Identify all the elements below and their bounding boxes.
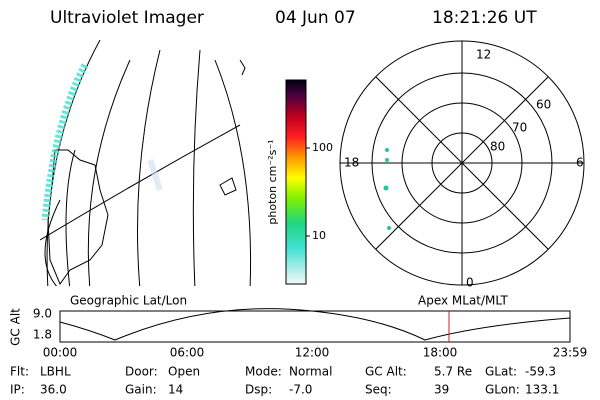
colorbar: 100 10 photon cm⁻²s⁻¹: [266, 79, 333, 285]
field-value: -59.3: [525, 365, 556, 379]
field-label: Dsp:: [245, 383, 272, 397]
timeline-x-tick: 12:00: [295, 346, 330, 360]
field-label: Flt:: [10, 365, 29, 379]
field-value: 133.1: [525, 383, 559, 397]
field-label: GC Alt:: [365, 365, 407, 379]
timeline-y-tick: 9.0: [33, 307, 52, 321]
colorbar-label: photon cm⁻²s⁻¹: [266, 139, 279, 224]
lat-label: 70: [512, 121, 527, 135]
field-value: 36.0: [40, 383, 67, 397]
field-value: LBHL: [40, 365, 71, 379]
time: 18:21:26 UT: [432, 8, 537, 28]
colorbar-scale: [285, 79, 307, 285]
timeline-x-tick: 18:00: [423, 346, 458, 360]
field-value: -7.0: [289, 383, 312, 397]
field-label: GLat:: [485, 365, 517, 379]
timeline-x-tick: 23:59: [553, 346, 588, 360]
mlt-label: 18: [344, 156, 359, 170]
timeline-x-tick: 06:00: [170, 346, 205, 360]
field-label: Mode:: [245, 365, 282, 379]
mlt-label: 0: [466, 276, 474, 290]
timeline-right-title: Apex MLat/MLT: [418, 294, 508, 308]
mlt-label: 12: [476, 48, 491, 62]
lat-label: 60: [536, 98, 551, 112]
date: 04 Jun 07: [275, 8, 356, 28]
timeline-y-tick: 1.8: [33, 328, 52, 342]
field-label: IP:: [10, 383, 25, 397]
field-label: Gain:: [125, 383, 157, 397]
timeline-left-title: Geographic Lat/Lon: [70, 294, 187, 308]
polar-panel: 12 18 6 0 60 70 80: [339, 40, 585, 290]
colorbar-tick: 100: [312, 141, 333, 154]
field-label: GLon:: [485, 383, 520, 397]
timeline: Geographic Lat/Lon Apex MLat/MLT GC Alt …: [9, 294, 588, 360]
field-value: 14: [168, 383, 183, 397]
footer: Flt: LBHL Door: Open Mode: Normal GC Alt: 5.7 R…: [10, 365, 559, 397]
title: Ultraviolet Imager: [50, 8, 204, 28]
field-label: Seq:: [365, 383, 392, 397]
colorbar-tick: 10: [312, 229, 326, 242]
polar-labels: 12 18 6 0 60 70 80: [344, 48, 584, 290]
map-panel: [40, 40, 252, 286]
field-value: 39: [434, 383, 449, 397]
field-value: 5.7 Re: [434, 365, 472, 379]
field-label: Door:: [125, 365, 158, 379]
timeline-x-tick: 00:00: [43, 346, 78, 360]
header: Ultraviolet Imager 04 Jun 07 18:21:26 UT: [50, 8, 537, 28]
field-value: Normal: [289, 365, 332, 379]
timeline-y-label: GC Alt: [9, 308, 23, 346]
field-value: Open: [168, 365, 200, 379]
mlt-label: 6: [576, 156, 584, 170]
lat-label: 80: [490, 140, 505, 154]
